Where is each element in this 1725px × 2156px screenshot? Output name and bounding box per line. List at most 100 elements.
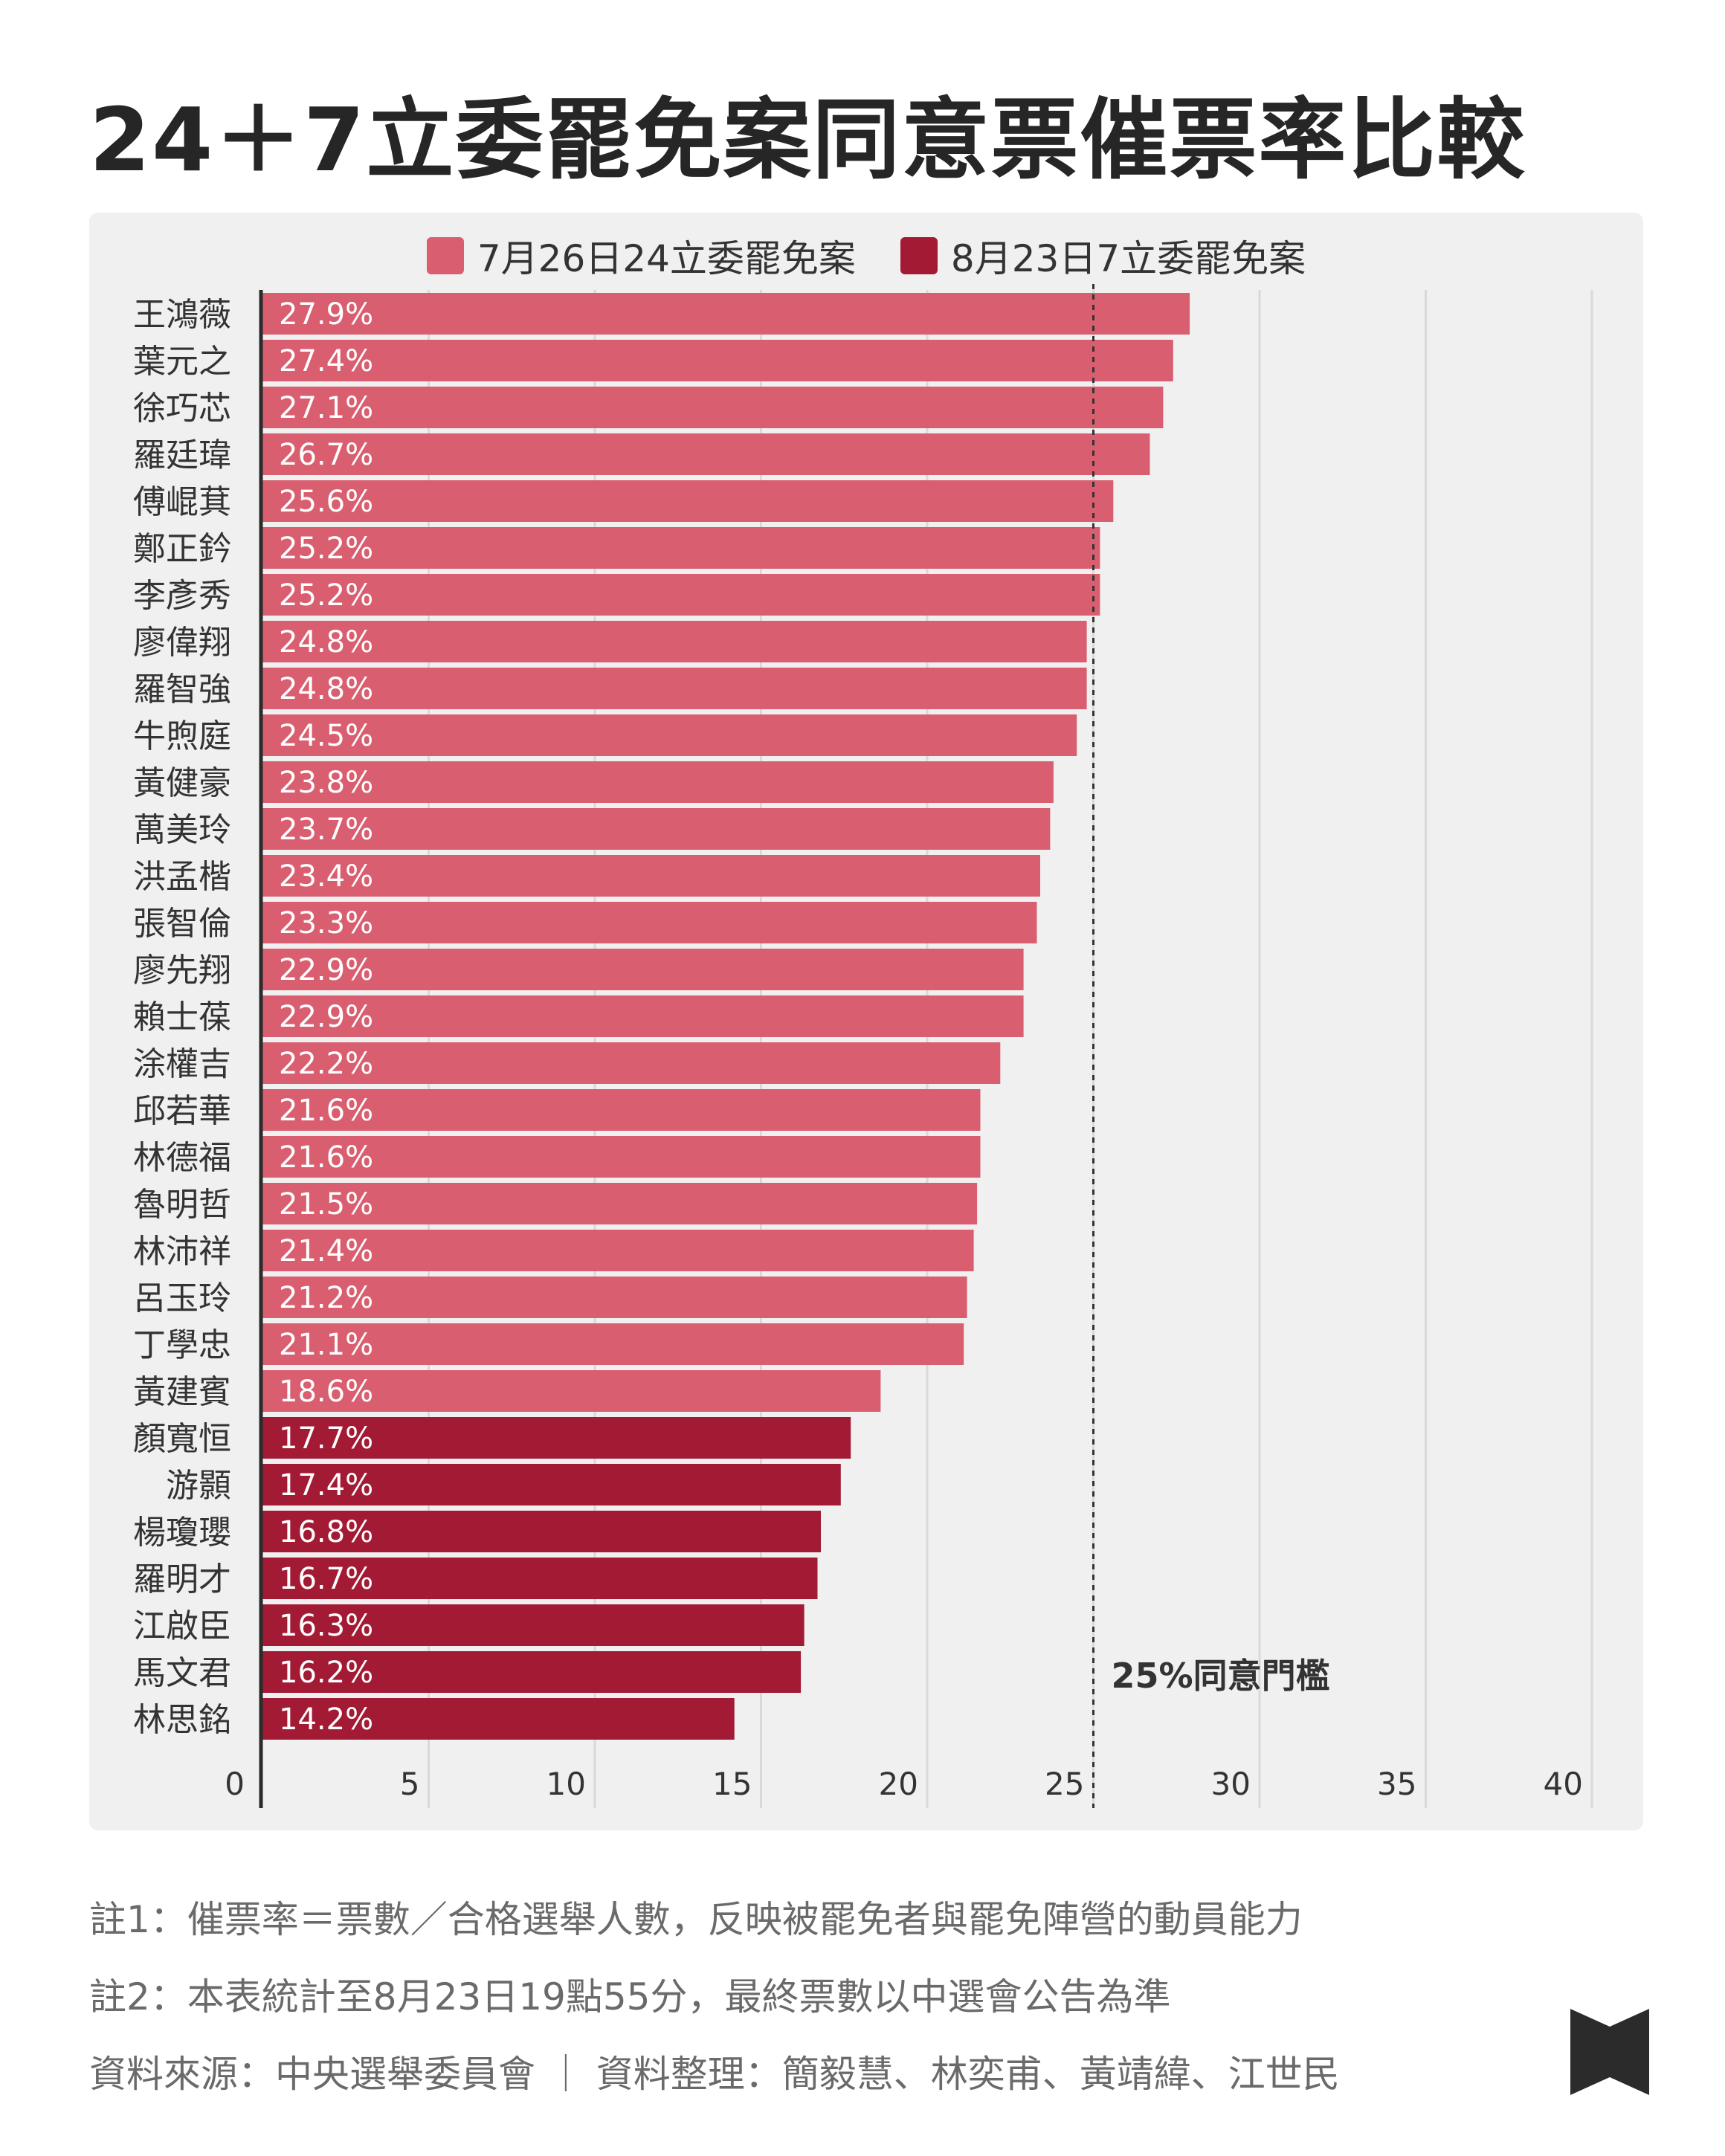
bar-羅明才 [262,1558,818,1599]
publisher-logo-icon [1570,2009,1649,2095]
category-label: 林思銘 [133,1701,231,1739]
bar-chart-plot: 27.9% 王鴻薇 27.4% 葉元之 27.1% 徐巧芯 26.7% 羅廷瑋 25.6% 傅崐萁… [133,284,1593,1808]
chart-panel: 7月26日24立委罷免案 8月23日7立委罷免案 27.9% 王鴻薇 27.4% 葉元… [89,213,1643,1830]
bar-value-label: 17.7% [279,1421,373,1456]
category-label: 徐巧芯 [133,390,231,427]
bar-王鴻薇 [262,293,1190,335]
bar-value-label: 21.2% [279,1281,373,1315]
category-label: 游顥 [166,1467,231,1505]
bar-value-label: 21.6% [279,1140,373,1175]
category-label: 洪孟楷 [133,858,231,896]
category-label: 顏寬恒 [133,1420,231,1458]
x-tick-label: 5 [400,1766,420,1802]
category-label: 黃健豪 [133,764,231,802]
bar-value-label: 25.2% [279,578,373,613]
bar-value-label: 23.3% [279,906,373,940]
category-label: 丁學忠 [133,1326,231,1364]
x-tick-label: 25 [1045,1766,1084,1802]
legend-swatch-aug23 [900,237,938,274]
note-2: 註2：本表統計至8月23日19點55分，最終票數以中選會公告為準 [89,1975,1171,2018]
bar-value-label: 21.4% [279,1234,373,1268]
bar-value-label: 25.6% [279,485,373,519]
legend-item-aug23: 8月23日7立委罷免案 [900,229,1306,283]
bar-魯明哲 [262,1183,978,1224]
bar-涂權吉 [262,1042,1001,1084]
category-label: 賴士葆 [133,998,231,1036]
category-label: 牛煦庭 [133,717,231,755]
bar-廖偉翔 [262,621,1087,662]
category-label: 鄭正鈐 [133,530,231,568]
x-tick-label: 10 [546,1766,586,1802]
category-label: 楊瓊瓔 [133,1514,231,1552]
bar-廖先翔 [262,949,1024,990]
category-label: 傅崐萁 [133,483,231,521]
bar-value-label: 27.9% [279,297,373,332]
bar-羅廷瑋 [262,433,1150,475]
bar-邱若華 [262,1089,981,1131]
category-label: 呂玉玲 [133,1279,231,1317]
bar-李彥秀 [262,574,1100,616]
category-label: 涂權吉 [133,1045,231,1083]
category-label: 邱若華 [133,1092,231,1130]
bar-value-label: 26.7% [279,438,373,472]
bar-value-label: 21.5% [279,1187,373,1221]
bar-value-label: 17.4% [279,1468,373,1503]
bar-value-label: 24.5% [279,719,373,753]
category-label: 羅明才 [133,1560,231,1598]
legend-label-jul26: 7月26日24立委罷免案 [477,237,856,280]
bar-value-label: 25.2% [279,532,373,566]
category-label: 葉元之 [133,343,231,381]
bar-value-label: 24.8% [279,672,373,706]
category-label: 羅廷瑋 [133,436,231,474]
x-tick-label: 30 [1211,1766,1251,1802]
category-label: 李彥秀 [133,577,231,615]
bar-黃建賓 [262,1370,881,1412]
bar-牛煦庭 [262,714,1077,756]
bar-顏寬恒 [262,1417,851,1459]
legend: 7月26日24立委罷免案 8月23日7立委罷免案 [89,226,1643,285]
x-tick-label: 20 [879,1766,918,1802]
bar-value-label: 23.4% [279,859,373,894]
bar-徐巧芯 [262,387,1164,428]
bar-丁學忠 [262,1323,964,1365]
category-label: 廖先翔 [133,952,231,990]
bar-value-label: 16.3% [279,1609,373,1643]
bar-value-label: 22.9% [279,1000,373,1034]
category-label: 林沛祥 [133,1233,231,1271]
bar-value-label: 21.6% [279,1094,373,1128]
bar-value-label: 23.7% [279,813,373,847]
category-label: 馬文君 [133,1654,231,1692]
bar-value-label: 27.4% [279,344,373,378]
bar-張智倫 [262,902,1037,943]
bar-賴士葆 [262,995,1024,1037]
category-label: 張智倫 [133,905,231,943]
bar-value-label: 27.1% [279,391,373,425]
bar-value-label: 23.8% [279,766,373,800]
bar-value-label: 18.6% [279,1375,373,1409]
bar-羅智強 [262,668,1087,709]
bar-洪孟楷 [262,855,1040,897]
x-tick-label: 40 [1544,1766,1583,1802]
bar-葉元之 [262,340,1173,381]
legend-swatch-jul26 [426,237,464,274]
bar-萬美玲 [262,808,1051,850]
bar-value-label: 16.8% [279,1515,373,1549]
bar-楊瓊瓔 [262,1511,821,1552]
category-label: 黃建賓 [133,1373,231,1411]
category-label: 林德福 [133,1139,231,1177]
footnotes: 註1：催票率＝票數／合格選舉人數，反映被罷免者與罷免陣營的動員能力 註2：本表統… [89,1881,1547,2113]
chart-title: 24＋7立委罷免案同意票催票率比較 [89,88,1526,191]
threshold-label: 25%同意門檻 [1112,1656,1330,1696]
category-label: 羅智強 [133,671,231,709]
bar-林沛祥 [262,1230,974,1271]
bar-呂玉玲 [262,1277,967,1318]
category-label: 王鴻薇 [133,296,231,334]
bar-傅崐萁 [262,480,1114,522]
bar-林德福 [262,1136,981,1178]
bar-游顥 [262,1464,841,1505]
bar-馬文君 [262,1651,802,1693]
x-tick-label: 35 [1377,1766,1416,1802]
source-credit: 資料來源：中央選舉委員會 ｜ 資料整理：簡毅慧、林奕甫、黃靖緯、江世民 [89,2053,1340,2096]
category-label: 魯明哲 [133,1186,231,1224]
bar-value-label: 16.2% [279,1656,373,1690]
